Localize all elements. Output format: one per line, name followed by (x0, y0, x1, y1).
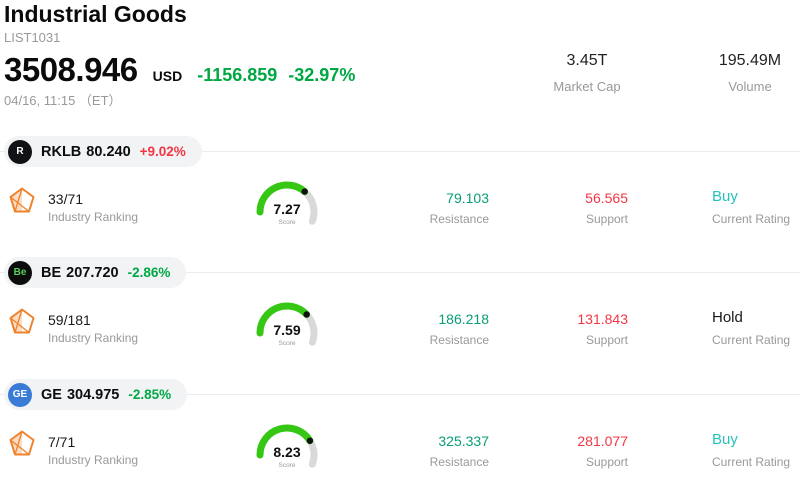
rating-block: Buy Current Rating (712, 188, 790, 226)
origami-icon (9, 308, 35, 334)
ticker-price: BE 207.720 (41, 265, 119, 281)
rating-value: Buy (712, 188, 738, 205)
rating-value: Buy (712, 431, 738, 448)
volume-value: 195.49M (718, 52, 782, 69)
resistance-label: Resistance (429, 212, 489, 226)
rating-label: Current Rating (712, 333, 791, 347)
gauge-arc-filled (256, 302, 311, 337)
index-change-abs: -1156.859 (197, 65, 278, 85)
score-value: 7.59 (273, 322, 300, 338)
ticker-price: RKLB 80.240 (41, 144, 131, 160)
stock-section-rklb: R RKLB 80.240 +9.02% 33/71 Industry Rank… (0, 136, 800, 258)
score-label: Score (279, 340, 296, 347)
volume-label: Volume (728, 79, 772, 94)
resistance-block: 79.103 Resistance (369, 190, 489, 226)
ge-logo: GE (8, 382, 32, 407)
support-label: Support (585, 333, 628, 347)
resistance-value: 325.337 (438, 433, 489, 449)
support-block: 281.077 Support (508, 433, 628, 469)
gauge-needle-dot (301, 188, 308, 195)
stock-change: -2.86% (127, 265, 171, 280)
support-value: 131.843 (577, 311, 628, 327)
stock-pill-ge[interactable]: GE GE 304.975 -2.85% (4, 379, 188, 410)
resistance-value: 186.218 (438, 311, 489, 327)
resistance-value: 79.103 (446, 190, 489, 206)
currency-label: USD (152, 68, 183, 84)
rating-label: Current Rating (712, 212, 791, 226)
origami-icon (9, 430, 35, 456)
volume-stat: 195.49M Volume (702, 52, 798, 94)
stock-section-be: Be BE 207.720 -2.86% 59/181 Industry Ran… (0, 257, 800, 379)
stock-price: 304.975 (66, 386, 120, 403)
stock-price: 80.240 (86, 143, 131, 160)
index-change-pct: -32.97% (288, 65, 356, 85)
gauge-arc-rest (305, 313, 318, 346)
origami-icon (9, 187, 35, 213)
industry-ranking-icon (8, 429, 36, 457)
support-value: 281.077 (577, 433, 628, 449)
industry-ranking-icon (8, 186, 36, 214)
industry-ranking-icon (8, 307, 36, 335)
resistance-block: 186.218 Resistance (369, 311, 489, 347)
page-title: Industrial Goods (4, 1, 187, 27)
industry-ranking-label: Industry Ranking (48, 210, 139, 224)
divider (0, 272, 800, 273)
score-gauge: 8.23 Score (256, 424, 318, 469)
stock-section-ge: GE GE 304.975 -2.85% 7/71 Industry Ranki… (0, 379, 800, 501)
market-cap-stat: 3.45T Market Cap (522, 52, 652, 94)
resistance-label: Resistance (429, 333, 489, 347)
industry-ranking-label: Industry Ranking (48, 331, 139, 345)
gauge-arc-rest (308, 440, 318, 468)
score-value: 7.27 (273, 201, 300, 217)
stock-change: +9.02% (139, 144, 186, 159)
score-gauge: 7.59 Score (256, 302, 318, 347)
score-label: Score (279, 219, 296, 226)
be-logo: Be (8, 260, 32, 285)
score-gauge: 7.27 Score (256, 181, 318, 226)
market-cap-label: Market Cap (553, 79, 621, 94)
stock-pill-be[interactable]: Be BE 207.720 -2.86% (4, 257, 187, 288)
index-price-row: 3508.946 USD -1156.859 -32.97% (4, 51, 355, 89)
rating-block: Buy Current Rating (712, 431, 790, 469)
ticker-price: GE 304.975 (41, 387, 119, 403)
score-label: Score (279, 462, 296, 469)
rklb-logo: R (8, 139, 32, 164)
market-cap-value: 3.45T (566, 52, 608, 69)
support-block: 131.843 Support (508, 311, 628, 347)
support-label: Support (585, 455, 628, 469)
resistance-label: Resistance (429, 455, 489, 469)
gauge-arc-filled (256, 424, 314, 459)
support-value: 56.565 (585, 190, 628, 206)
ticker: GE (41, 386, 62, 403)
industry-ranking-value: 33/71 (48, 191, 84, 207)
stock-change: -2.85% (128, 387, 172, 402)
gauge-arc-filled (256, 181, 309, 216)
rating-value: Hold (712, 309, 743, 326)
rating-block: Hold Current Rating (712, 309, 790, 347)
stock-pill-rklb[interactable]: R RKLB 80.240 +9.02% (4, 136, 202, 167)
list-id: LIST1031 (4, 30, 61, 45)
quote-datetime: 04/16, 11:15 （ET） (4, 93, 122, 108)
resistance-block: 325.337 Resistance (369, 433, 489, 469)
score-value: 8.23 (273, 444, 300, 460)
rating-label: Current Rating (712, 455, 791, 469)
index-change: -1156.859 -32.97% (197, 65, 355, 86)
index-price: 3508.946 (4, 51, 138, 88)
support-label: Support (585, 212, 628, 226)
stock-price: 207.720 (66, 264, 119, 281)
industry-ranking-value: 59/181 (48, 312, 91, 328)
ticker: RKLB (41, 143, 82, 160)
support-block: 56.565 Support (508, 190, 628, 226)
gauge-needle-dot (306, 437, 314, 444)
gauge-needle-dot (303, 311, 310, 318)
industry-ranking-value: 7/71 (48, 434, 76, 450)
industry-ranking-label: Industry Ranking (48, 453, 139, 467)
gauge-arc-rest (303, 190, 318, 225)
ticker: BE (41, 264, 62, 281)
divider (0, 151, 800, 152)
divider (0, 394, 800, 395)
